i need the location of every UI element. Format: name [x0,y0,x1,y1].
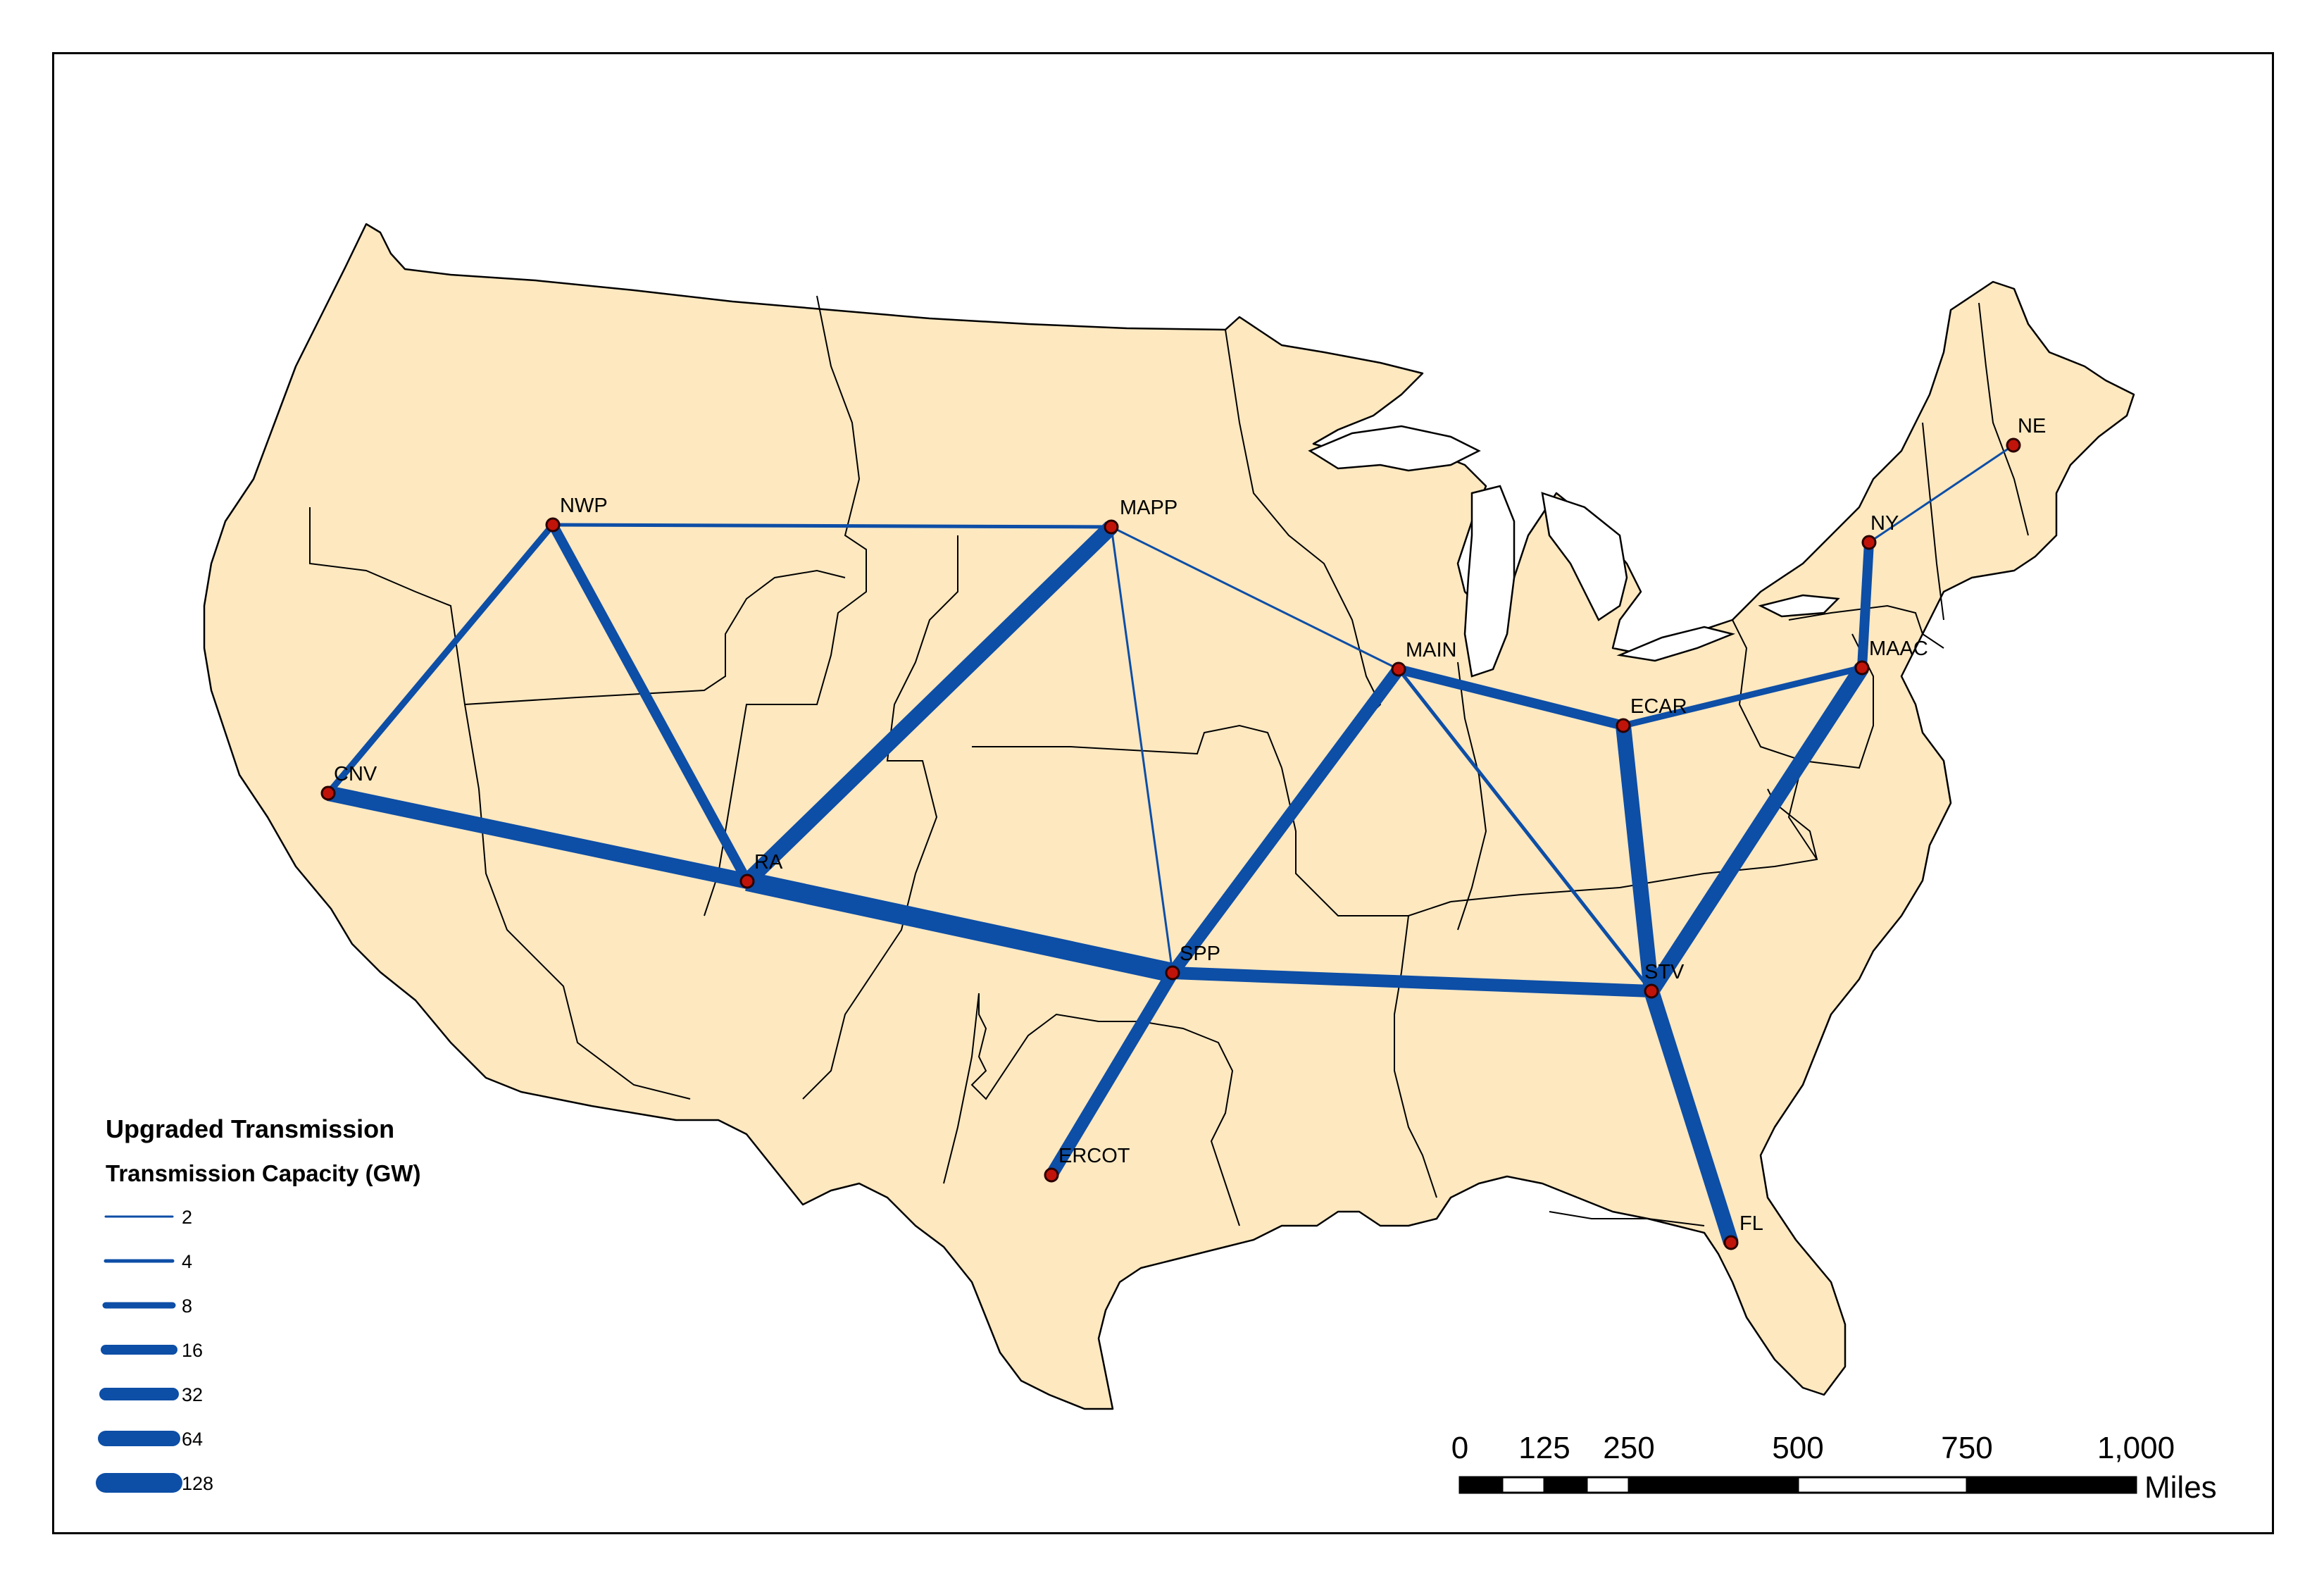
legend-item-label: 2 [182,1207,192,1228]
legend-item-label: 8 [182,1295,192,1317]
legend-subtitle: Transmission Capacity (GW) [106,1160,420,1186]
scale-segment [1585,1476,1630,1494]
scale-segment [1458,1476,1504,1494]
node-nwp [545,517,561,533]
legend-item-label: 64 [182,1429,203,1450]
link-spp-ercot [1046,969,1178,1179]
node-ra [739,874,755,889]
great-lakes [1308,425,1840,678]
link-nwp-cnv [325,523,556,795]
link-main-ecar [1397,664,1625,731]
boundary-nwp-ra [464,569,846,705]
node-label-cnv: CNV [334,763,377,785]
node-spp [1165,965,1180,981]
lake-erie [1616,626,1736,662]
node-label-ne: NE [2018,415,2046,437]
boundary-ny-ne [1922,422,1944,621]
boundary-ecar-stv [1450,788,1818,902]
scale-unit-label: Miles [2144,1470,2217,1505]
lake-huron [1541,492,1628,621]
boundary-ny-maac [1788,604,1944,649]
link-mapp-ra [742,521,1117,887]
region-nodes: NWP MAPP CNV RA SPP ERCOT MAIN ECAR STV FL MAAC NY N… [320,415,2046,1250]
link-ecar-maac [1622,664,1863,729]
node-label-mapp: MAPP [1120,497,1177,519]
link-spp-stv [1172,966,1652,997]
us-landmass [203,223,2135,1410]
link-nwp-ra [548,522,752,884]
scale-tick-label: 250 [1603,1431,1654,1465]
link-stv-maac [1644,663,1869,996]
node-stv [1644,983,1659,999]
node-label-ecar: ECAR [1630,695,1687,718]
scale-segment [1543,1476,1588,1494]
link-cnv-ra [326,785,749,889]
scale-tick-label: 1,000 [2097,1431,2175,1465]
link-ra-spp [745,871,1175,983]
scale-segment [1966,1476,2137,1494]
node-mapp [1104,519,1119,535]
node-main [1391,661,1406,677]
lake-superior [1308,425,1481,472]
link-stv-fl [1644,988,1739,1245]
scale-segment [1501,1476,1546,1494]
boundary-stv-fl [1549,1211,1705,1226]
node-maac [1854,660,1870,676]
node-label-fl: FL [1739,1212,1763,1235]
node-label-stv: STV [1644,961,1685,983]
node-label-spp: SPP [1180,943,1220,965]
node-ecar [1616,718,1631,733]
legend-item-label: 16 [182,1340,203,1361]
boundary-ercot-west [943,993,980,1184]
region-boundaries [309,295,2029,1226]
link-mapp-spp [1110,526,1174,974]
node-label-ercot: ERCOT [1058,1145,1130,1167]
lake-michigan [1463,485,1516,678]
boundary-main-ecar [1457,661,1487,931]
node-label-ra: RA [754,851,783,874]
legend-item-label: 128 [182,1473,213,1494]
lake-ontario [1758,594,1840,618]
scale-segment [1797,1476,1968,1494]
node-ercot [1044,1167,1059,1183]
boundary-ra-mapp-west [704,295,867,916]
scale-tick-label: 125 [1518,1431,1570,1465]
node-label-maac: MAAC [1869,638,1928,660]
boundary-spp-stv [1394,915,1437,1198]
link-ecar-stv [1616,724,1659,993]
scale-tick-label: 750 [1941,1431,1992,1465]
link-maac-ny [1857,542,1874,669]
link-main-stv [1397,668,1653,993]
node-cnv [320,785,336,801]
node-fl [1723,1235,1739,1250]
legend-item-label: 32 [182,1384,203,1405]
scale-bar: 0 125 250 500 750 1,000 Miles [1451,1431,2217,1505]
node-label-nwp: NWP [560,495,608,517]
link-nwp-mapp [552,523,1112,529]
scale-segment [1628,1476,1799,1494]
link-spp-main [1167,665,1404,977]
legend-title: Upgraded Transmission [106,1114,394,1143]
node-ne [2006,437,2021,453]
node-label-main: MAIN [1406,639,1457,661]
link-mapp-main [1111,526,1399,671]
boundary-mapp-spp [972,724,1282,769]
scale-tick-label: 0 [1451,1431,1468,1465]
scale-tick-label: 500 [1772,1431,1823,1465]
boundary-spp-ercot [970,993,1240,1226]
boundary-ra-spp [802,535,958,1100]
legend: Upgraded Transmission Transmission Capaci… [96,1114,420,1494]
transmission-links [325,444,2014,1245]
link-ny-ne [1868,444,2014,544]
node-ny [1861,535,1877,550]
node-label-ny: NY [1870,512,1899,535]
boundary-nwp-cnv [309,507,691,1100]
boundary-ne-internal [1978,302,2029,536]
legend-item-label: 4 [182,1251,192,1272]
